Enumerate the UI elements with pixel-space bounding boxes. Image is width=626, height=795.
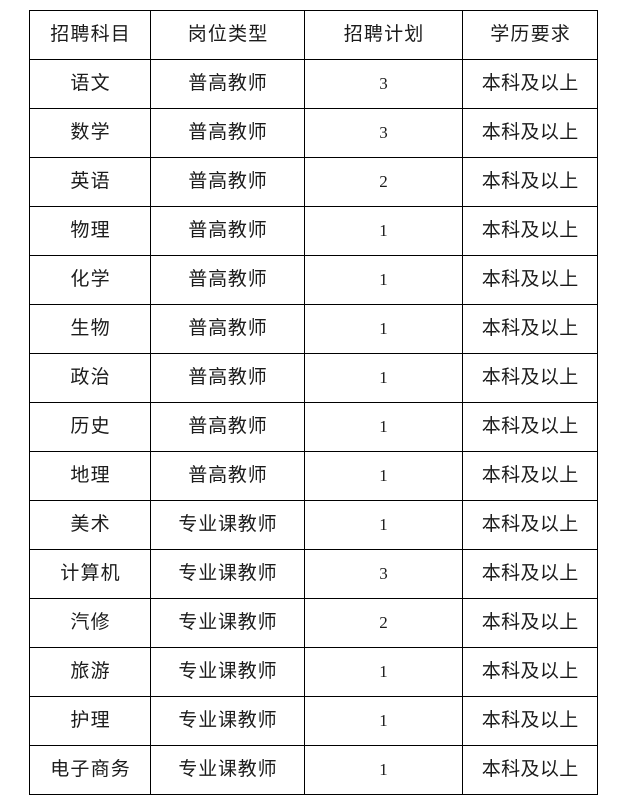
recruit-table-container: 招聘科目 岗位类型 招聘计划 学历要求 语文 普高教师 3 本科及以上 数学 普…: [29, 10, 598, 795]
cell-education: 本科及以上: [462, 255, 598, 305]
cell-plan: 3: [304, 108, 463, 158]
cell-subject: 政治: [29, 353, 151, 403]
cell-subject: 数学: [29, 108, 151, 158]
column-header-type: 岗位类型: [150, 10, 305, 60]
table-row: 地理 普高教师 1 本科及以上: [29, 451, 598, 501]
cell-plan: 1: [304, 353, 463, 403]
column-header-subject: 招聘科目: [29, 10, 151, 60]
cell-subject: 护理: [29, 696, 151, 746]
cell-type: 专业课教师: [150, 500, 305, 550]
table-row: 护理 专业课教师 1 本科及以上: [29, 696, 598, 746]
table-row: 物理 普高教师 1 本科及以上: [29, 206, 598, 256]
cell-education: 本科及以上: [462, 157, 598, 207]
cell-type: 专业课教师: [150, 647, 305, 697]
cell-subject: 物理: [29, 206, 151, 256]
cell-education: 本科及以上: [462, 647, 598, 697]
cell-education: 本科及以上: [462, 451, 598, 501]
table-row: 计算机 专业课教师 3 本科及以上: [29, 549, 598, 599]
cell-education: 本科及以上: [462, 696, 598, 746]
cell-subject: 语文: [29, 59, 151, 109]
column-header-plan: 招聘计划: [304, 10, 463, 60]
cell-subject: 电子商务: [29, 745, 151, 795]
cell-education: 本科及以上: [462, 304, 598, 354]
cell-subject: 美术: [29, 500, 151, 550]
cell-subject: 生物: [29, 304, 151, 354]
table-row: 化学 普高教师 1 本科及以上: [29, 255, 598, 305]
cell-education: 本科及以上: [462, 598, 598, 648]
cell-type: 普高教师: [150, 206, 305, 256]
cell-education: 本科及以上: [462, 206, 598, 256]
table-row: 语文 普高教师 3 本科及以上: [29, 59, 598, 109]
cell-type: 专业课教师: [150, 598, 305, 648]
cell-type: 普高教师: [150, 108, 305, 158]
cell-subject: 汽修: [29, 598, 151, 648]
table-header: 招聘科目 岗位类型 招聘计划 学历要求: [29, 10, 598, 60]
cell-subject: 地理: [29, 451, 151, 501]
cell-education: 本科及以上: [462, 108, 598, 158]
table-header-row: 招聘科目 岗位类型 招聘计划 学历要求: [29, 10, 598, 60]
cell-plan: 2: [304, 157, 463, 207]
cell-type: 专业课教师: [150, 696, 305, 746]
cell-type: 普高教师: [150, 59, 305, 109]
column-header-education: 学历要求: [462, 10, 598, 60]
cell-plan: 1: [304, 402, 463, 452]
cell-plan: 1: [304, 206, 463, 256]
cell-type: 普高教师: [150, 402, 305, 452]
cell-education: 本科及以上: [462, 549, 598, 599]
cell-plan: 1: [304, 745, 463, 795]
cell-type: 普高教师: [150, 157, 305, 207]
table-row: 旅游 专业课教师 1 本科及以上: [29, 647, 598, 697]
table-row: 电子商务 专业课教师 1 本科及以上: [29, 745, 598, 795]
cell-type: 普高教师: [150, 353, 305, 403]
recruitment-plan-table: 招聘科目 岗位类型 招聘计划 学历要求 语文 普高教师 3 本科及以上 数学 普…: [29, 10, 598, 795]
cell-type: 专业课教师: [150, 745, 305, 795]
cell-subject: 化学: [29, 255, 151, 305]
cell-plan: 1: [304, 255, 463, 305]
cell-education: 本科及以上: [462, 353, 598, 403]
cell-plan: 3: [304, 59, 463, 109]
cell-subject: 旅游: [29, 647, 151, 697]
cell-subject: 历史: [29, 402, 151, 452]
table-row: 汽修 专业课教师 2 本科及以上: [29, 598, 598, 648]
cell-subject: 计算机: [29, 549, 151, 599]
cell-plan: 1: [304, 647, 463, 697]
cell-type: 普高教师: [150, 451, 305, 501]
table-row: 数学 普高教师 3 本科及以上: [29, 108, 598, 158]
cell-type: 专业课教师: [150, 549, 305, 599]
cell-type: 普高教师: [150, 255, 305, 305]
cell-education: 本科及以上: [462, 402, 598, 452]
table-row: 政治 普高教师 1 本科及以上: [29, 353, 598, 403]
table-row: 历史 普高教师 1 本科及以上: [29, 402, 598, 452]
cell-plan: 1: [304, 451, 463, 501]
table-body: 语文 普高教师 3 本科及以上 数学 普高教师 3 本科及以上 英语 普高教师 …: [29, 59, 598, 795]
cell-education: 本科及以上: [462, 745, 598, 795]
table-row: 英语 普高教师 2 本科及以上: [29, 157, 598, 207]
table-row: 美术 专业课教师 1 本科及以上: [29, 500, 598, 550]
cell-education: 本科及以上: [462, 59, 598, 109]
cell-plan: 1: [304, 500, 463, 550]
cell-education: 本科及以上: [462, 500, 598, 550]
cell-plan: 1: [304, 696, 463, 746]
cell-plan: 1: [304, 304, 463, 354]
cell-type: 普高教师: [150, 304, 305, 354]
table-row: 生物 普高教师 1 本科及以上: [29, 304, 598, 354]
cell-plan: 3: [304, 549, 463, 599]
document-page: 招聘科目 岗位类型 招聘计划 学历要求 语文 普高教师 3 本科及以上 数学 普…: [29, 10, 598, 795]
cell-subject: 英语: [29, 157, 151, 207]
cell-plan: 2: [304, 598, 463, 648]
